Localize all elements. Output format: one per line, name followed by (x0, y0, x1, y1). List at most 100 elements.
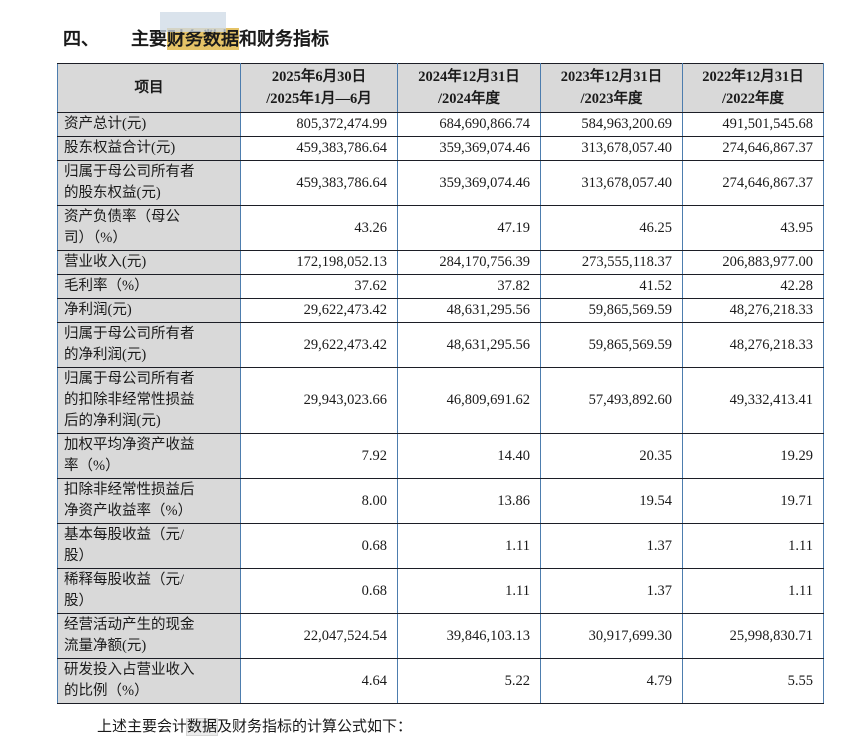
footer-text-post: 及财务指标的计算公式如下： (217, 719, 413, 735)
value-cell: 313,678,057.40 (540, 160, 683, 206)
footer-note: 上述主要会计数据及财务指标的计算公式如下： (97, 716, 412, 738)
search-highlight-inactive: 数据 (187, 719, 218, 735)
value-cell: 46,809,691.62 (397, 367, 541, 434)
column-header-item: 项目 (57, 63, 241, 113)
value-cell: 29,943,023.66 (240, 367, 398, 434)
value-cell: 313,678,057.40 (540, 136, 683, 161)
row-label: 经营活动产生的现金 流量净额(元) (57, 613, 241, 659)
section-number: 四、 (63, 29, 99, 49)
section-title: 四、 主要财务数据和财务指标 (63, 26, 329, 52)
table-row: 股东权益合计(元) 459,383,786.64 359,369,074.46 313… (57, 136, 824, 161)
table-row: 毛利率（%） 37.62 37.82 41.52 42.28 (57, 274, 824, 299)
value-cell: 584,963,200.69 (540, 112, 683, 137)
value-cell: 1.37 (540, 568, 683, 614)
value-cell: 273,555,118.37 (540, 250, 683, 275)
column-header-2022: 2022年12月31日 /2022年度 (682, 63, 824, 113)
value-cell: 43.95 (682, 205, 824, 251)
table-row: 营业收入(元) 172,198,052.13 284,170,756.39 273,5… (57, 250, 824, 275)
footer-text-pre: 上述主要会计 (97, 719, 188, 735)
table-row: 资产总计(元) 805,372,474.99 684,690,866.74 584,9… (57, 112, 824, 137)
value-cell: 274,646,867.37 (682, 160, 824, 206)
title-text-pre: 主要 (131, 29, 167, 49)
value-cell: 5.22 (397, 658, 541, 704)
table-row: 加权平均净资产收益 率（%） 7.92 14.40 20.35 19.29 (57, 433, 824, 479)
value-cell: 22,047,524.54 (240, 613, 398, 659)
value-cell: 37.82 (397, 274, 541, 299)
row-label: 资产总计(元) (57, 112, 241, 137)
value-cell: 4.64 (240, 658, 398, 704)
row-label: 股东权益合计(元) (57, 136, 241, 161)
row-label: 归属于母公司所有者 的净利润(元) (57, 322, 241, 368)
value-cell: 459,383,786.64 (240, 160, 398, 206)
value-cell: 14.40 (397, 433, 541, 479)
value-cell: 684,690,866.74 (397, 112, 541, 137)
value-cell: 1.11 (397, 523, 541, 569)
table-header: 项目 2025年6月30日 /2025年1月—6月 2024年12月31日 /2… (57, 63, 824, 113)
value-cell: 206,883,977.00 (682, 250, 824, 275)
value-cell: 7.92 (240, 433, 398, 479)
value-cell: 48,631,295.56 (397, 322, 541, 368)
value-cell: 284,170,756.39 (397, 250, 541, 275)
value-cell: 30,917,699.30 (540, 613, 683, 659)
value-cell: 39,846,103.13 (397, 613, 541, 659)
search-highlight-active: 财务数据 (167, 28, 239, 50)
table-row: 归属于母公司所有者 的净利润(元) 29,622,473.42 48,631,295… (57, 322, 824, 368)
value-cell: 19.29 (682, 433, 824, 479)
table-row: 基本每股收益（元/ 股） 0.68 1.11 1.37 1.11 (57, 523, 824, 569)
value-cell: 459,383,786.64 (240, 136, 398, 161)
value-cell: 59,865,569.59 (540, 322, 683, 368)
value-cell: 1.11 (682, 568, 824, 614)
value-cell: 19.71 (682, 478, 824, 524)
row-label: 稀释每股收益（元/ 股） (57, 568, 241, 614)
value-cell: 13.86 (397, 478, 541, 524)
row-label: 研发投入占营业收入 的比例（%） (57, 658, 241, 704)
row-label: 净利润(元) (57, 298, 241, 323)
table-row: 扣除非经常性损益后 净资产收益率（%） 8.00 13.86 19.54 19.71 (57, 478, 824, 524)
table-row: 经营活动产生的现金 流量净额(元) 22,047,524.54 39,846,103… (57, 613, 824, 659)
value-cell: 49,332,413.41 (682, 367, 824, 434)
row-label: 资产负债率（母公 司）（%） (57, 205, 241, 251)
value-cell: 0.68 (240, 523, 398, 569)
value-cell: 4.79 (540, 658, 683, 704)
value-cell: 29,622,473.42 (240, 322, 398, 368)
value-cell: 359,369,074.46 (397, 136, 541, 161)
value-cell: 29,622,473.42 (240, 298, 398, 323)
value-cell: 1.37 (540, 523, 683, 569)
value-cell: 48,276,218.33 (682, 322, 824, 368)
value-cell: 37.62 (240, 274, 398, 299)
value-cell: 274,646,867.37 (682, 136, 824, 161)
row-label: 营业收入(元) (57, 250, 241, 275)
value-cell: 59,865,569.59 (540, 298, 683, 323)
table-body: 资产总计(元) 805,372,474.99 684,690,866.74 584,9… (57, 112, 824, 704)
value-cell: 491,501,545.68 (682, 112, 824, 137)
value-cell: 47.19 (397, 205, 541, 251)
value-cell: 25,998,830.71 (682, 613, 824, 659)
value-cell: 172,198,052.13 (240, 250, 398, 275)
value-cell: 1.11 (397, 568, 541, 614)
row-label: 基本每股收益（元/ 股） (57, 523, 241, 569)
row-label: 归属于母公司所有者 的扣除非经常性损益 后的净利润(元) (57, 367, 241, 434)
table-row: 稀释每股收益（元/ 股） 0.68 1.11 1.37 1.11 (57, 568, 824, 614)
value-cell: 48,631,295.56 (397, 298, 541, 323)
table-row: 净利润(元) 29,622,473.42 48,631,295.56 59,865,5… (57, 298, 824, 323)
row-label: 扣除非经常性损益后 净资产收益率（%） (57, 478, 241, 524)
row-label: 毛利率（%） (57, 274, 241, 299)
table-row: 归属于母公司所有者 的股东权益(元) 459,383,786.64 359,369,… (57, 160, 824, 206)
value-cell: 42.28 (682, 274, 824, 299)
value-cell: 43.26 (240, 205, 398, 251)
column-header-2024: 2024年12月31日 /2024年度 (397, 63, 541, 113)
value-cell: 5.55 (682, 658, 824, 704)
column-header-2023: 2023年12月31日 /2023年度 (540, 63, 683, 113)
header-row: 项目 2025年6月30日 /2025年1月—6月 2024年12月31日 /2… (57, 63, 824, 113)
value-cell: 46.25 (540, 205, 683, 251)
value-cell: 805,372,474.99 (240, 112, 398, 137)
value-cell: 48,276,218.33 (682, 298, 824, 323)
column-header-2025: 2025年6月30日 /2025年1月—6月 (240, 63, 398, 113)
value-cell: 41.52 (540, 274, 683, 299)
table-row: 研发投入占营业收入 的比例（%） 4.64 5.22 4.79 5.55 (57, 658, 824, 704)
value-cell: 57,493,892.60 (540, 367, 683, 434)
table-row: 归属于母公司所有者 的扣除非经常性损益 后的净利润(元) 29,943,023.6… (57, 367, 824, 434)
table-row: 资产负债率（母公 司）（%） 43.26 47.19 46.25 43.95 (57, 205, 824, 251)
financial-table-container: 项目 2025年6月30日 /2025年1月—6月 2024年12月31日 /2… (57, 63, 824, 704)
